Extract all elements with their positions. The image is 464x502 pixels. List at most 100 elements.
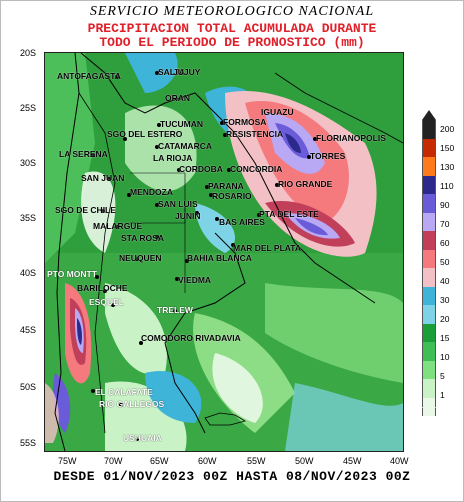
- city-torres: TORRES: [310, 151, 346, 161]
- lon-label-60w: 60W: [198, 456, 217, 466]
- legend-label-50: 50: [440, 257, 450, 267]
- city-pta-del-este: PTA DEL ESTE: [259, 209, 319, 219]
- legend-label-60: 60: [440, 238, 450, 248]
- city-san-juan: SAN JUAN: [81, 173, 125, 183]
- legend-label-70: 70: [440, 219, 450, 229]
- city-sgo-del-estero: SGO DEL ESTERO: [107, 129, 183, 139]
- city-dot: [91, 153, 95, 157]
- lat-label-50s: 50S: [20, 382, 37, 392]
- city-ushuaia: USHUAIA: [123, 433, 162, 443]
- city-dot: [115, 225, 119, 229]
- city-dot: [107, 177, 111, 181]
- city-dot: [223, 133, 227, 137]
- city-dot: [215, 217, 219, 221]
- city-dot: [135, 257, 139, 261]
- city-dot: [101, 209, 105, 213]
- city-concordia: CONCORDIA: [230, 164, 283, 174]
- legend-label-200: 200: [440, 124, 455, 134]
- city-dot: [155, 203, 159, 207]
- legend-bottom-arrow: [422, 407, 436, 417]
- city-san-luis: SAN LUIS: [158, 199, 198, 209]
- city-dot: [257, 213, 261, 217]
- city-junin: JUNIN: [175, 211, 201, 221]
- legend-label-30: 30: [440, 295, 450, 305]
- city-dot: [209, 193, 213, 197]
- city-la-rioja: LA RIOJA: [153, 153, 193, 163]
- legend-top-arrow: [422, 110, 436, 120]
- legend-label-15: 15: [440, 333, 450, 343]
- city-dot: [205, 185, 209, 189]
- city-tucuman: TUCUMAN: [160, 119, 203, 129]
- legend-swatch: [422, 157, 436, 176]
- lat-label-25s: 25S: [20, 103, 37, 113]
- legend-swatch: [422, 305, 436, 324]
- city-la-serena: LA SERENA: [59, 149, 108, 159]
- city-salta: SALTA: [158, 67, 186, 77]
- city-florianopolis: FLORIANOPOLIS: [316, 133, 386, 143]
- city-esquel: ESQUEL: [89, 297, 124, 307]
- city-dot: [95, 275, 99, 279]
- lat-label-45s: 45S: [20, 325, 37, 335]
- city-dot: [177, 168, 181, 172]
- lon-label-55w: 55W: [247, 456, 266, 466]
- map-title-line1: PRECIPITACION TOTAL ACUMULADA DURANTE: [87, 21, 377, 36]
- city-resistencia: RESISTENCIA: [226, 129, 284, 139]
- city-bas-aires: BAS AIRES: [219, 217, 265, 227]
- legend-swatch: [422, 175, 436, 194]
- city-dot: [275, 183, 279, 187]
- city-cordoba: CORDOBA: [179, 164, 223, 174]
- city-jujuy: JUJUY: [173, 67, 201, 77]
- legend-swatch: [422, 212, 436, 231]
- lon-label-70w: 70W: [104, 456, 123, 466]
- lat-label-55s: 55S: [20, 438, 37, 448]
- city-mar-del-plata: MAR DEL PLATA: [233, 243, 301, 253]
- city-comodoro-rivadavia: COMODORO RIVADAVIA: [141, 333, 241, 343]
- city-rio-grande: RIO GRANDE: [278, 179, 333, 189]
- legend-label-90: 90: [440, 200, 450, 210]
- legend-label-20: 20: [440, 314, 450, 324]
- city-dot: [175, 277, 179, 281]
- city-parana: PARANA: [208, 181, 244, 191]
- legend-label-1: 1: [440, 390, 445, 400]
- city-dot: [231, 243, 235, 247]
- legend-swatch: [422, 249, 436, 268]
- city-el-calafate: EL CALAFATE: [95, 387, 153, 397]
- legend-swatch: [422, 268, 436, 287]
- city-dot: [115, 75, 119, 79]
- city-iguazu: IGUAZU: [261, 107, 294, 117]
- city-bahia-blanca: BAHIA BLANCA: [187, 253, 252, 263]
- city-antofagasta: ANTOFAGASTA: [57, 71, 121, 81]
- city-dot: [123, 137, 127, 141]
- city-dot: [135, 437, 139, 441]
- city-dot: [157, 123, 161, 127]
- city-viedma: VIEDMA: [178, 275, 212, 285]
- map-base: [45, 53, 403, 451]
- color-legend: [422, 120, 436, 416]
- lat-label-20s: 20S: [20, 48, 37, 58]
- city-sgo-de-chile: SGO DE CHILE: [55, 205, 116, 215]
- city-formosa: FORMOSA: [223, 117, 267, 127]
- city-dot: [220, 121, 224, 125]
- city-dot: [127, 193, 131, 197]
- city-dot: [195, 211, 199, 215]
- city-oran: ORAN: [165, 93, 191, 103]
- city-dot: [155, 145, 159, 149]
- city-dot: [111, 303, 115, 307]
- city-catamarca: CATAMARCA: [158, 141, 212, 151]
- lon-label-45w: 45W: [343, 456, 362, 466]
- legend-swatch: [422, 120, 436, 139]
- lon-label-65w: 65W: [150, 456, 169, 466]
- city-dot: [307, 155, 311, 159]
- period-footer: DESDE 01/NOV/2023 00Z HASTA 08/NOV/2023 …: [53, 469, 411, 484]
- legend-swatch: [422, 379, 436, 398]
- city-neuquen: NEUQUEN: [119, 253, 162, 263]
- legend-label-110: 110: [440, 181, 454, 191]
- lat-label-35s: 35S: [20, 213, 37, 223]
- legend-label-130: 130: [440, 162, 455, 172]
- legend-swatch: [422, 342, 436, 361]
- legend-swatch: [422, 138, 436, 157]
- city-dot: [103, 289, 107, 293]
- city-rosario: ROSARIO: [212, 191, 252, 201]
- map-title-line2: TODO EL PERIODO DE PRONOSTICO (mm): [99, 35, 365, 50]
- legend-swatch: [422, 231, 436, 250]
